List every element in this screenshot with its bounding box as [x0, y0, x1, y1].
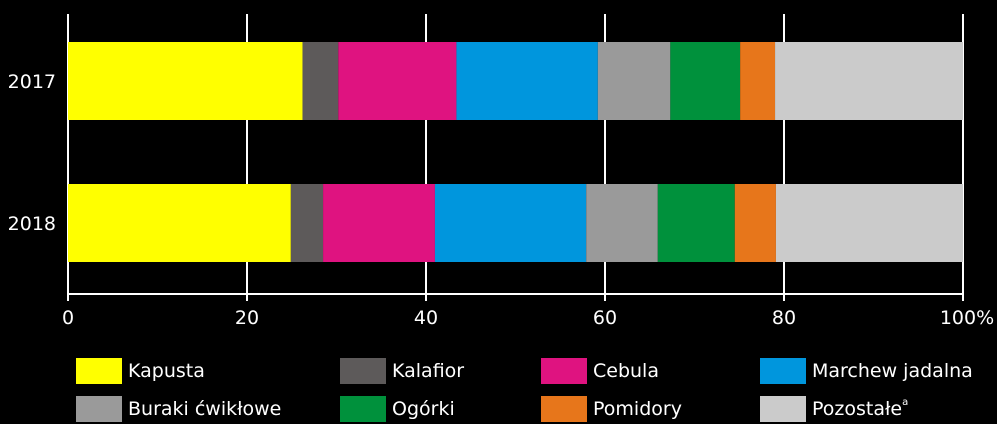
legend-item: Kapusta — [76, 356, 205, 386]
legend-item: Cebula — [541, 356, 659, 386]
bar-segment — [657, 184, 735, 262]
y-category-label: 2018 — [8, 213, 56, 235]
bar-segment — [68, 42, 303, 120]
legend-swatch — [541, 396, 587, 422]
legend-label: Cebula — [593, 360, 659, 382]
bar-segment — [734, 184, 776, 262]
legend-swatch — [340, 358, 386, 384]
x-tick-label: 100% — [940, 307, 994, 329]
legend-swatch — [76, 358, 122, 384]
legend-label: Pomidory — [593, 398, 682, 420]
legend-item: Ogórki — [340, 394, 455, 424]
bar-segment — [775, 42, 963, 120]
legend-label-text: Marchew jadalna — [812, 360, 973, 382]
legend-item: Kalafior — [340, 356, 464, 386]
legend-item: Buraki ćwikłowe — [76, 394, 281, 424]
bar-segment — [740, 42, 776, 120]
y-category-label: 2017 — [8, 71, 56, 93]
stacked-bar-chart: 0 20 40 60 80 100% 2017 2018 — [8, 14, 995, 329]
legend-label-text: Pozostałe — [812, 398, 903, 420]
bar-segment — [670, 42, 741, 120]
bar-segment — [775, 184, 963, 262]
legend-item: Pomidory — [541, 394, 682, 424]
bar-segment — [323, 184, 435, 262]
legend-swatch — [340, 396, 386, 422]
legend: Kapusta Kalafior Cebula Marchew jadalna Bura… — [76, 356, 997, 424]
legend-label-text: Kalafior — [392, 360, 465, 382]
legend-item: Pozostałea — [760, 394, 908, 424]
x-tick-label: 60 — [593, 307, 617, 329]
bar-segment — [338, 42, 457, 120]
legend-label-text: Buraki ćwikłowe — [128, 398, 282, 420]
legend-label-text: Kapusta — [128, 360, 205, 382]
x-tick-label: 40 — [414, 307, 438, 329]
bars — [68, 42, 963, 262]
legend-label: Kalafior — [392, 360, 464, 382]
legend-footnote-marker: a — [902, 396, 909, 408]
bar-segment — [456, 42, 598, 120]
legend-swatch — [760, 396, 806, 422]
legend-label: Kapusta — [128, 360, 205, 382]
x-tick-label: 0 — [62, 307, 74, 329]
legend-label: Marchew jadalna — [812, 360, 973, 382]
legend-swatch — [760, 358, 806, 384]
bar-segment — [68, 184, 291, 262]
legend-label-text: Ogórki — [392, 398, 455, 420]
legend-item: Marchew jadalna — [760, 356, 973, 386]
bar-segment — [290, 184, 324, 262]
legend-label: Pozostałea — [812, 396, 909, 420]
bar-segment — [302, 42, 339, 120]
legend-swatch — [541, 358, 587, 384]
axes: 0 20 40 60 80 100% 2017 2018 — [8, 71, 995, 329]
legend-label-text: Pomidory — [593, 398, 682, 420]
legend-label: Buraki ćwikłowe — [128, 398, 281, 420]
legend-label: Ogórki — [392, 398, 455, 420]
legend-swatch — [76, 396, 122, 422]
legend-label-text: Cebula — [593, 360, 659, 382]
bar-segment — [434, 184, 587, 262]
x-tick-label: 20 — [235, 307, 259, 329]
bar-segment — [586, 184, 658, 262]
bar-segment — [597, 42, 671, 120]
x-tick-label: 80 — [772, 307, 796, 329]
